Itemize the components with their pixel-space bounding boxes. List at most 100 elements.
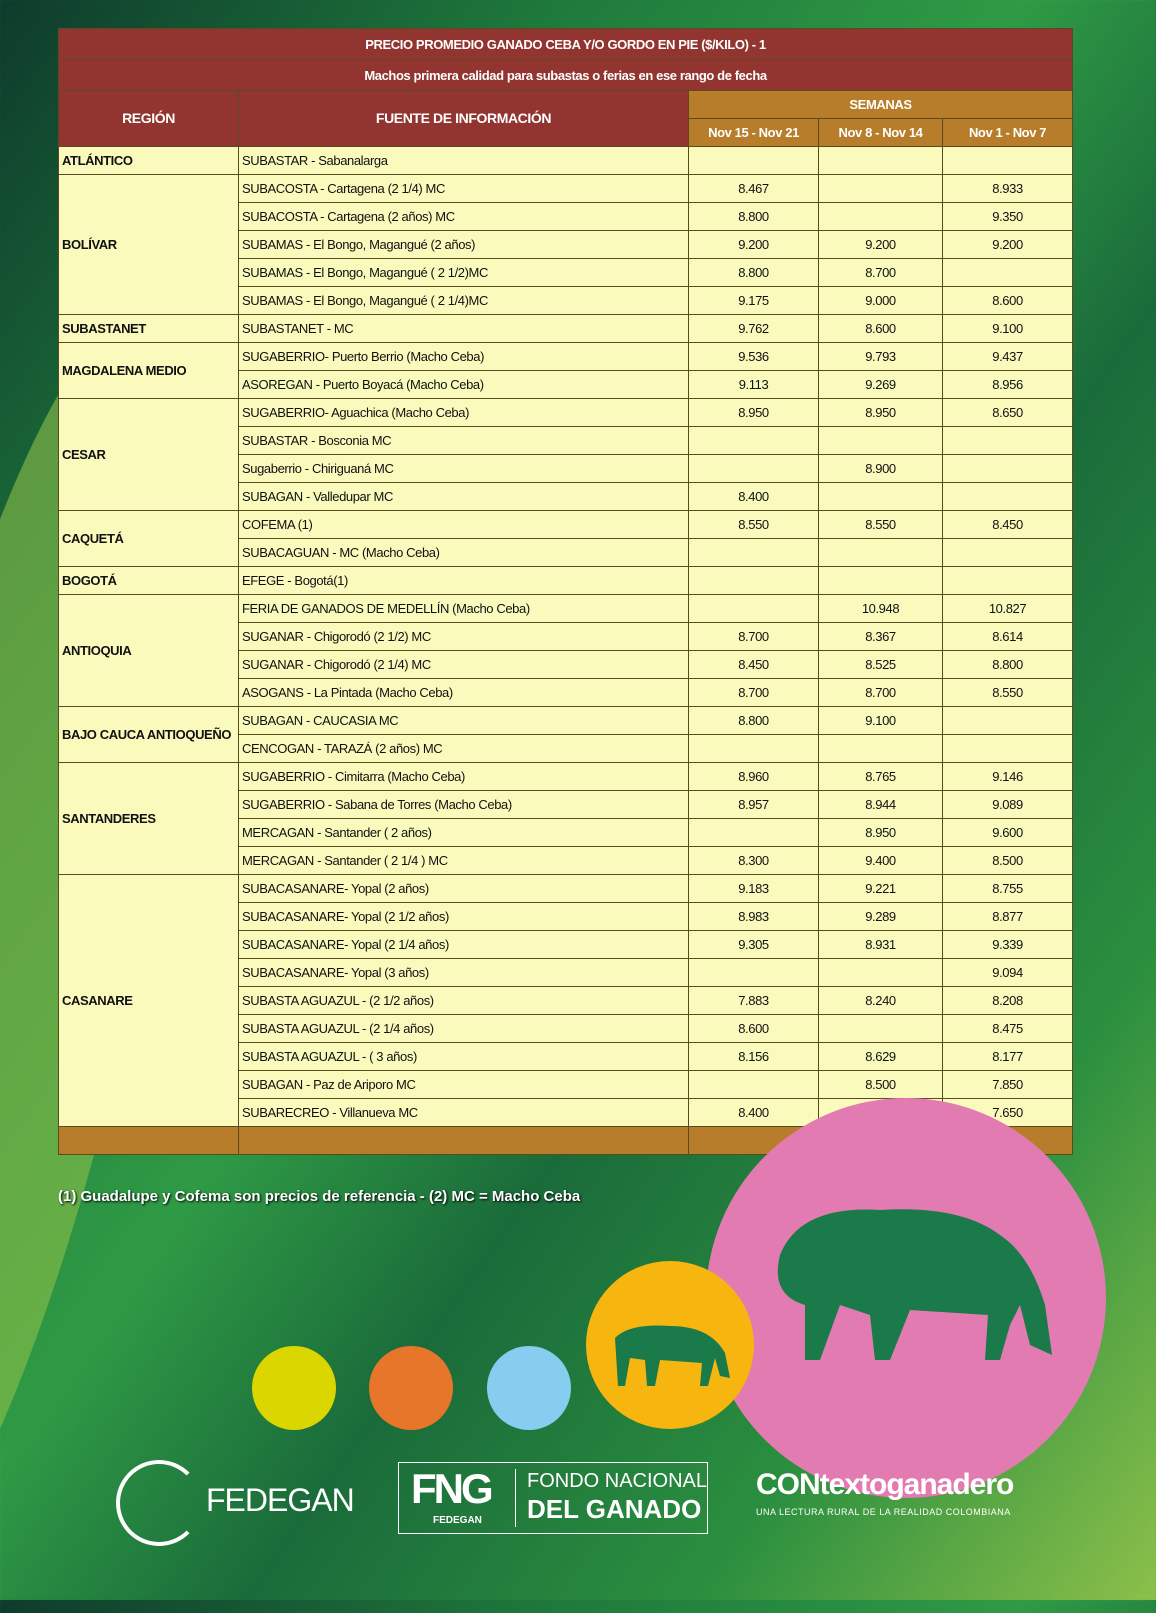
price-cell: 8.550 xyxy=(818,510,943,539)
fng-sub: FEDEGAN xyxy=(433,1515,482,1526)
price-cell: 8.960 xyxy=(688,762,819,791)
fng-logo: FNG FEDEGAN FONDO NACIONAL DEL GANADO xyxy=(398,1462,708,1534)
price-cell: 8.600 xyxy=(818,314,943,343)
table-row: SUBASTA AGUAZUL - (2 1/4 años) 8.600 8.475 xyxy=(59,1014,1074,1043)
price-cell: 8.950 xyxy=(688,398,819,427)
price-cell: 8.931 xyxy=(818,930,943,959)
table-row: ANTIOQUIA FERIA DE GANADOS DE MEDELLÍN (M… xyxy=(58,594,1074,707)
price-cell xyxy=(688,818,819,847)
price-cell: 9.221 xyxy=(818,874,943,903)
price-cell: 9.146 xyxy=(941,762,1074,791)
price-cell xyxy=(688,426,819,455)
source-cell: SUBASTAR - Sabanalarga xyxy=(238,146,689,175)
price-cell: 8.933 xyxy=(941,174,1074,203)
table-row: SUGANAR - Chigorodó (2 1/4) MC 8.450 8.525… xyxy=(59,650,1074,679)
price-cell: 8.900 xyxy=(818,454,943,483)
price-cell: 8.177 xyxy=(941,1042,1074,1071)
cattle-silhouette-icon xyxy=(777,1209,1052,1360)
price-cell xyxy=(688,734,819,763)
price-cell: 10.948 xyxy=(818,594,943,623)
price-cell: 9.100 xyxy=(941,314,1074,343)
price-cell xyxy=(818,734,943,763)
price-cell: 8.956 xyxy=(941,370,1074,399)
price-cell: 8.550 xyxy=(688,510,819,539)
table-row: SUBACASANARE- Yopal (2 1/2 años) 8.983 9.2… xyxy=(59,902,1074,931)
price-cell: 8.600 xyxy=(688,1014,819,1043)
table-row: SUBAMAS - El Bongo, Magangué ( 2 1/2)MC 8… xyxy=(59,258,1074,287)
price-cell: 9.200 xyxy=(688,230,819,259)
price-cell: 8.877 xyxy=(941,902,1074,931)
price-cell: 9.600 xyxy=(941,818,1074,847)
price-cell xyxy=(818,538,943,567)
footer-cell xyxy=(58,1126,239,1155)
source-cell: SUBASTAR - Bosconia MC xyxy=(238,426,689,455)
price-cell: 8.700 xyxy=(818,678,943,707)
source-cell: SUBASTA AGUAZUL - (2 1/2 años) xyxy=(238,986,689,1015)
table-row: CESAR SUGABERRIO- Aguachica (Macho Ceba) 8… xyxy=(58,398,1074,511)
price-cell: 9.089 xyxy=(941,790,1074,819)
fng-name-line1: FONDO NACIONAL xyxy=(527,1470,708,1492)
fng-name-line2: DEL GANADO xyxy=(527,1494,702,1524)
price-cell: 9.339 xyxy=(941,930,1074,959)
region-cell: CASANARE xyxy=(58,874,239,1127)
table-row: SUBAMAS - El Bongo, Magangué (2 años) 9.2… xyxy=(59,230,1074,259)
table-row: CASANARE SUBACASANARE- Yopal (2 años) 9.18… xyxy=(58,874,1074,1127)
region-cell: SANTANDERES xyxy=(58,762,239,875)
price-cell xyxy=(688,566,819,595)
table-row: ASOREGAN - Puerto Boyacá (Macho Ceba) 9.1… xyxy=(59,370,1074,399)
price-cell xyxy=(818,1014,943,1043)
table-row: SUBACAGUAN - MC (Macho Ceba) xyxy=(59,538,1074,567)
source-cell: SUBAMAS - El Bongo, Magangué ( 2 1/2)MC xyxy=(238,258,689,287)
price-cell: 9.200 xyxy=(941,230,1074,259)
price-cell xyxy=(688,1070,819,1099)
price-cell: 8.944 xyxy=(818,790,943,819)
price-cell: 8.400 xyxy=(688,482,819,511)
table-row: ATLÁNTICO SUBASTAR - Sabanalarga xyxy=(58,146,1074,175)
price-cell xyxy=(941,258,1074,287)
price-cell: 9.269 xyxy=(818,370,943,399)
region-cell: CESAR xyxy=(58,398,239,511)
price-cell: 7.850 xyxy=(941,1070,1074,1099)
source-cell: SUGABERRIO - Sabana de Torres (Macho Ceb… xyxy=(238,790,689,819)
source-cell: SUBACAGUAN - MC (Macho Ceba) xyxy=(238,538,689,567)
price-cell: 9.536 xyxy=(688,342,819,371)
source-cell: ASOGANS - La Pintada (Macho Ceba) xyxy=(238,678,689,707)
table-row: SUGABERRIO - Sabana de Torres (Macho Ceb… xyxy=(59,790,1074,819)
price-cell xyxy=(688,146,819,175)
price-cell: 8.700 xyxy=(688,678,819,707)
source-cell: Sugaberrio - Chiriguaná MC xyxy=(238,454,689,483)
price-cell xyxy=(941,482,1074,511)
divider xyxy=(515,1469,516,1527)
price-table-container: PRECIO PROMEDIO GANADO CEBA Y/O GORDO EN… xyxy=(57,28,1074,1155)
source-cell: SUBAGAN - Paz de Ariporo MC xyxy=(238,1070,689,1099)
price-cell: 8.300 xyxy=(688,846,819,875)
source-cell: SUBASTA AGUAZUL - ( 3 años) xyxy=(238,1042,689,1071)
price-cell: 8.983 xyxy=(688,902,819,931)
price-cell xyxy=(818,174,943,203)
price-cell: 8.467 xyxy=(688,174,819,203)
price-cell: 10.827 xyxy=(941,594,1074,623)
source-cell: SUBACOSTA - Cartagena (2 años) MC xyxy=(238,202,689,231)
price-cell: 8.755 xyxy=(941,874,1074,903)
price-cell: 8.525 xyxy=(818,650,943,679)
price-cell: 8.700 xyxy=(688,622,819,651)
price-cell: 8.450 xyxy=(941,510,1074,539)
price-cell xyxy=(818,146,943,175)
price-cell: 9.289 xyxy=(818,902,943,931)
price-cell xyxy=(688,958,819,987)
region-cell: BOLÍVAR xyxy=(58,174,239,315)
region-cell: SUBASTANET xyxy=(58,314,239,343)
header-source: FUENTE DE INFORMACIÓN xyxy=(238,90,689,147)
price-cell: 8.156 xyxy=(688,1042,819,1071)
price-cell: 8.800 xyxy=(688,202,819,231)
source-cell: SUBACASANARE- Yopal (2 1/2 años) xyxy=(238,902,689,931)
source-cell: SUBACOSTA - Cartagena (2 1/4) MC xyxy=(238,174,689,203)
price-cell: 9.793 xyxy=(818,342,943,371)
source-cell: MERCAGAN - Santander ( 2 1/4 ) MC xyxy=(238,846,689,875)
source-cell: CENCOGAN - TARAZÁ (2 años) MC xyxy=(238,734,689,763)
source-cell: FERIA DE GANADOS DE MEDELLÍN (Macho Ceba… xyxy=(238,594,689,623)
source-cell: SUBAMAS - El Bongo, Magangué ( 2 1/4)MC xyxy=(238,286,689,315)
source-cell: SUBAGAN - Valledupar MC xyxy=(238,482,689,511)
source-cell: SUBARECREO - Villanueva MC xyxy=(238,1098,689,1127)
table-row: BOGOTÁ EFEGE - Bogotá(1) xyxy=(58,566,1074,595)
